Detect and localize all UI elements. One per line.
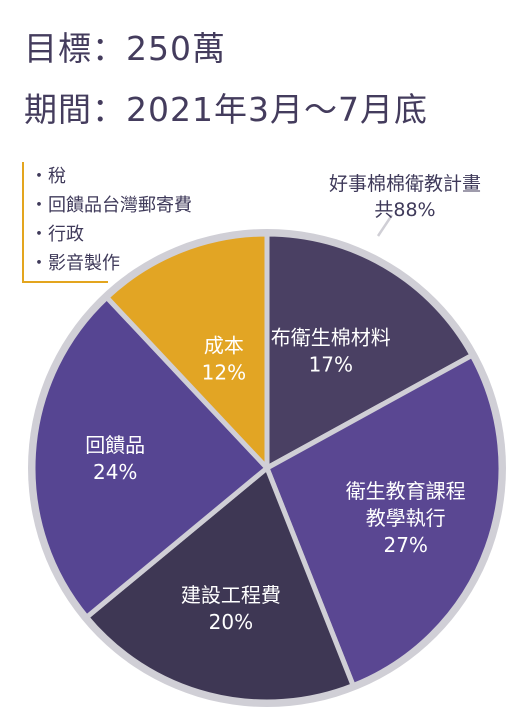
pie-slice-0: [264, 231, 475, 471]
slice-name-label-3: 回饋品: [85, 433, 145, 457]
period-title: 期間：2021年3月～7月底: [24, 90, 428, 129]
goal-title: 目標：250萬: [24, 29, 226, 68]
pie-slice-1: [264, 352, 504, 689]
note-item-admin: 行政: [30, 220, 192, 249]
slice-value-label-1: 27%: [383, 533, 427, 557]
slice-name-label-2: 建設工程費: [181, 583, 281, 607]
slice-value-label-4: 12%: [202, 361, 246, 385]
slice-value-label-3: 24%: [93, 460, 137, 484]
pie-slice-4: [104, 231, 270, 471]
slice-name-label-1: 教學執行: [366, 506, 446, 530]
cost-breakdown-note: 稅 回饋品台灣郵寄費 行政 影音製作: [22, 162, 252, 282]
note-item-shipping: 回饋品台灣郵寄費: [30, 191, 192, 220]
slice-name-label-4: 成本: [204, 334, 244, 358]
pie-slices: [30, 231, 504, 705]
note-bracket-line: [22, 162, 24, 282]
pie-slice-2: [84, 465, 356, 705]
slice-value-label-0: 17%: [309, 352, 353, 376]
note-item-tax: 稅: [30, 162, 192, 191]
total-label-name: 好事棉棉衛教計畫: [329, 173, 481, 195]
total-label-value: 共88%: [374, 199, 435, 221]
slice-name-label-0: 布衛生棉材料: [271, 325, 391, 349]
pie-slice-3: [30, 294, 270, 620]
total-callout-line: [376, 214, 394, 237]
cost-breakdown-list: 稅 回饋品台灣郵寄費 行政 影音製作: [30, 162, 192, 278]
slice-value-label-2: 20%: [209, 610, 253, 634]
note-item-video: 影音製作: [30, 249, 192, 278]
slice-name-label-1: 衛生教育課程: [346, 479, 466, 503]
